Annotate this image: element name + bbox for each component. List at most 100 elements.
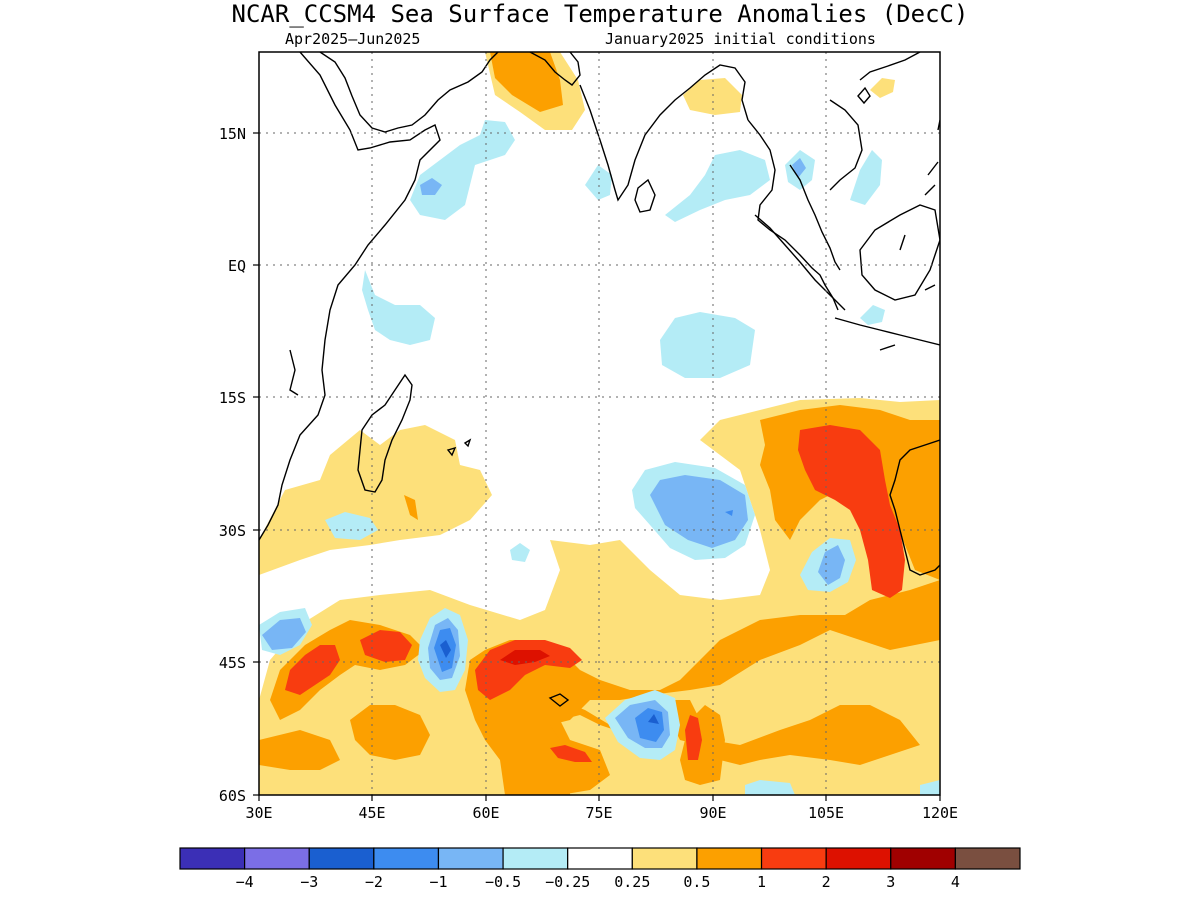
coastline-madagascar — [357, 373, 413, 493]
colorbar-label: −0.25 — [545, 873, 590, 891]
coastline-arabia-east — [529, 52, 581, 86]
coastline-mascarene — [446, 438, 472, 457]
anomaly-region — [860, 305, 885, 325]
lat-label-eq: EQ — [228, 257, 246, 275]
anomaly-region — [870, 78, 895, 98]
anomaly-region — [259, 398, 940, 795]
period-label: Apr2025–Jun2025 — [285, 30, 421, 48]
anomaly-region — [360, 630, 412, 662]
coastline-malay-east — [789, 164, 841, 271]
anomaly-region — [325, 512, 378, 540]
coastline-philippines — [924, 119, 940, 196]
colorbar-label: 1 — [757, 873, 766, 891]
anomaly-region — [362, 270, 435, 345]
anomaly-region — [685, 715, 702, 760]
lat-label-45s: 45S — [219, 654, 246, 672]
coastline-java — [834, 317, 940, 346]
anomaly-region — [285, 645, 340, 695]
colorbar-swatch — [179, 847, 246, 870]
colorbar-swatch — [437, 847, 504, 870]
coastline-indochina — [747, 119, 839, 311]
colorbar-swatch — [890, 847, 956, 870]
coastline-mozambique — [289, 349, 299, 396]
coastline-hainan — [857, 86, 871, 105]
colorbar-label: −4 — [236, 873, 254, 891]
anomaly-region — [635, 708, 664, 742]
lon-label-90e: 90E — [699, 804, 726, 822]
anomaly-region — [500, 650, 550, 665]
map-title: NCAR_CCSM4 Sea Surface Temperature Anoma… — [231, 0, 969, 28]
init-conditions-label: January2025 initial conditions — [605, 30, 876, 48]
anomaly-region — [725, 510, 733, 516]
anomaly-region — [683, 78, 742, 115]
anomaly-region — [550, 745, 592, 762]
coastline-africa-arabia — [259, 52, 441, 541]
anomaly-region — [475, 640, 582, 700]
coastline-sumatra — [754, 214, 846, 311]
anomaly-region — [665, 150, 770, 222]
anomaly-region — [259, 730, 340, 770]
colorbar-swatch — [760, 847, 827, 870]
colorbar-swatch — [631, 847, 698, 870]
anomaly-region — [420, 178, 442, 195]
anomaly-region — [465, 430, 940, 795]
anomaly-region — [404, 495, 418, 520]
anomaly-region — [850, 150, 882, 205]
colorbar-label: −1 — [429, 873, 447, 891]
latitude-labels: 15N EQ 15S 30S 45S 60S — [219, 125, 246, 805]
coastline-layer — [259, 52, 940, 707]
tick-marks — [253, 132, 941, 801]
lon-label-30e: 30E — [245, 804, 272, 822]
colorbar-swatch — [825, 847, 892, 870]
anomaly-region — [920, 780, 940, 795]
lon-label-120e: 120E — [922, 804, 958, 822]
colorbar — [179, 847, 1021, 870]
longitude-labels: 30E 45E 60E 75E 90E 105E 120E — [245, 804, 958, 822]
colorbar-label: 2 — [822, 873, 831, 891]
lat-label-15s: 15S — [219, 389, 246, 407]
lon-label-60e: 60E — [472, 804, 499, 822]
lat-label-60s: 60S — [219, 787, 246, 805]
colorbar-swatch — [244, 847, 310, 870]
coastline-india — [579, 64, 749, 202]
coastline-kerguelen — [548, 693, 570, 707]
lat-label-15n: 15N — [219, 125, 246, 143]
anomaly-region — [660, 312, 755, 378]
anomaly-region — [490, 52, 563, 112]
colorbar-label: −0.5 — [485, 873, 521, 891]
anomaly-region — [262, 618, 306, 650]
lat-label-30s: 30S — [219, 522, 246, 540]
colorbar-swatch — [308, 847, 375, 870]
anomaly-region — [650, 475, 748, 548]
coastline-islands — [879, 234, 936, 351]
coastline-borneo — [859, 204, 940, 301]
anomaly-region — [745, 780, 795, 795]
anomaly-fill-layer — [259, 52, 940, 795]
coastline-china-south — [859, 52, 921, 81]
colorbar-label: 0.25 — [614, 873, 650, 891]
coastline-red-sea — [319, 52, 499, 133]
colorbar-swatch — [696, 847, 763, 870]
grid-lines — [259, 52, 940, 795]
anomaly-region — [259, 425, 492, 575]
colorbar-swatch — [502, 847, 569, 870]
anomaly-region — [798, 425, 905, 598]
colorbar-label: 0.5 — [683, 873, 710, 891]
colorbar-label: 4 — [951, 873, 960, 891]
anomaly-region — [648, 714, 659, 724]
coastline-australia — [889, 439, 940, 576]
anomaly-region — [818, 545, 845, 585]
anomaly-region — [510, 543, 530, 562]
colorbar-swatch — [373, 847, 440, 870]
anomaly-region — [585, 165, 612, 200]
lon-label-105e: 105E — [808, 804, 844, 822]
lon-label-45e: 45E — [358, 804, 385, 822]
anomaly-region — [792, 158, 806, 178]
colorbar-label: −3 — [300, 873, 318, 891]
colorbar-label: 3 — [886, 873, 895, 891]
anomaly-region — [410, 120, 515, 220]
colorbar-labels: −4 −3 −2 −1 −0.5 −0.25 0.25 0.5 1 2 3 4 — [236, 873, 960, 891]
lon-label-75e: 75E — [585, 804, 612, 822]
anomaly-region — [350, 705, 430, 760]
